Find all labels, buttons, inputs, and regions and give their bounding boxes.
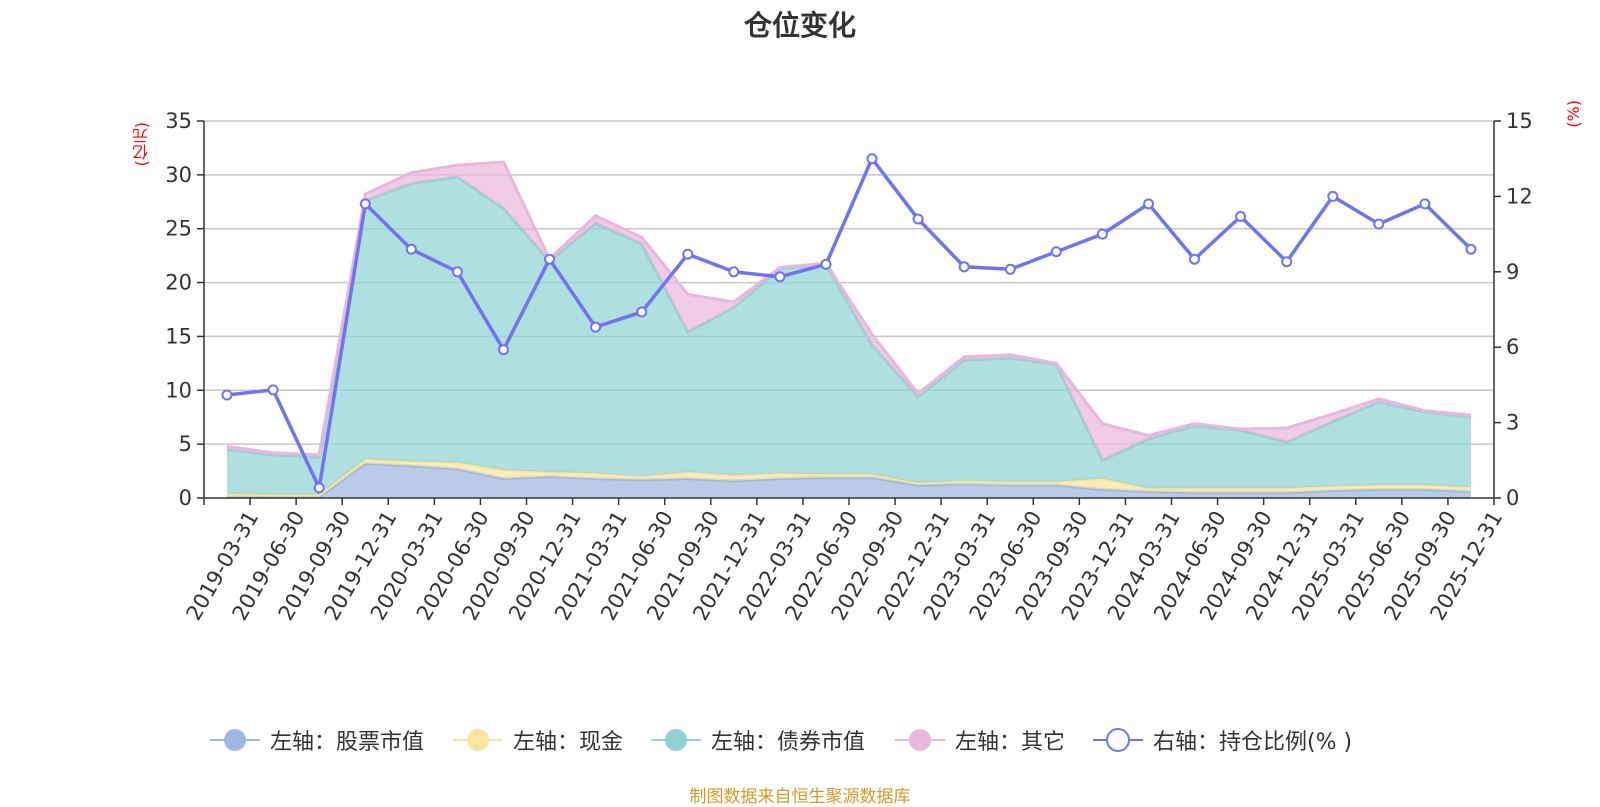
area-series: [226, 160, 1472, 499]
legend-marker-ratio: [1093, 728, 1143, 752]
legend-marker-cash: [453, 729, 503, 751]
left-tick-label-0: 0: [179, 486, 192, 510]
legend-marker-stock: [210, 729, 260, 751]
ratio-point-21: [1189, 253, 1200, 265]
ratio-point-20: [1143, 198, 1154, 210]
ratio-point-9: [636, 306, 648, 318]
left-axis-unit: (亿元): [132, 122, 151, 167]
ratio-point-4: [405, 243, 417, 255]
ratio-line-path: [226, 156, 1473, 490]
legend-marker-bond: [651, 729, 701, 751]
ratio-point-14: [866, 153, 878, 165]
ratio-point-15: [912, 213, 924, 225]
ratio-point-2: [313, 482, 325, 494]
legend: 左轴：股票市值 左轴：现金 左轴：债券市值 左轴：其它 右轴：持仓比例(% ): [0, 722, 1600, 758]
left-tick-label-4: 20: [165, 271, 192, 295]
left-tick-label-6: 30: [165, 163, 192, 187]
legend-label-ratio: 右轴：持仓比例(% ): [1153, 730, 1353, 755]
ratio-point-27: [1465, 243, 1477, 255]
source-note: 制图数据来自恒生聚源数据库: [689, 787, 911, 807]
right-tick-label-1: 3: [1506, 411, 1519, 435]
legend-item-stock[interactable]: 左轴：股票市值: [210, 722, 424, 758]
ratio-point-25: [1373, 218, 1385, 230]
chart-title: 仓位变化: [743, 9, 856, 42]
ratio-point-24: [1327, 190, 1339, 202]
legend-label-cash: 左轴：现金: [513, 730, 624, 755]
right-tick-label-3: 9: [1506, 260, 1519, 284]
right-tick-label-4: 12: [1506, 184, 1533, 208]
left-tick-label-3: 15: [165, 324, 192, 348]
legend-item-ratio[interactable]: 右轴：持仓比例(% ): [1093, 722, 1352, 758]
ratio-point-5: [451, 266, 463, 278]
right-tick-label-2: 6: [1506, 335, 1519, 359]
legend-label-bond: 左轴：债券市值: [711, 730, 866, 755]
legend-item-bond[interactable]: 左轴：债券市值: [651, 722, 865, 758]
area-edge-3: [226, 160, 1472, 457]
ratio-point-1: [267, 384, 279, 396]
right-tick-label-5: 15: [1506, 109, 1533, 133]
ratio-point-19: [1096, 228, 1108, 240]
ratio-point-16: [958, 261, 970, 273]
left-tick-label-5: 25: [165, 217, 192, 241]
right-tick-label-0: 0: [1506, 486, 1519, 510]
ratio-point-22: [1235, 211, 1247, 222]
legend-item-cash[interactable]: 左轴：现金: [453, 722, 623, 758]
ratio-point-6: [498, 344, 509, 356]
ratio-point-26: [1419, 198, 1431, 210]
legend-item-other[interactable]: 左轴：其它: [895, 722, 1065, 758]
ratio-point-18: [1050, 246, 1062, 258]
left-tick-label-1: 5: [179, 432, 192, 456]
ratio-point-12: [774, 271, 786, 283]
left-tick-label-7: 35: [165, 109, 192, 133]
ratio-point-8: [590, 321, 602, 333]
legend-label-other: 左轴：其它: [955, 730, 1066, 755]
right-axis-unit: (%): [1564, 100, 1583, 128]
area-series-2: [227, 177, 1471, 495]
left-tick-label-2: 10: [165, 378, 192, 402]
legend-label-stock: 左轴：股票市值: [270, 730, 425, 755]
ratio-point-3: [359, 198, 371, 210]
ratio-point-7: [544, 253, 555, 265]
ratio-point-17: [1004, 263, 1016, 275]
ratio-point-23: [1281, 256, 1293, 268]
ratio-point-13: [820, 258, 832, 270]
ratio-point-10: [682, 248, 694, 260]
ratio-line-series: [221, 153, 1477, 494]
ratio-point-0: [221, 389, 233, 401]
legend-marker-other: [895, 729, 945, 751]
area-series-0: [227, 463, 1471, 498]
ratio-point-11: [728, 266, 740, 278]
